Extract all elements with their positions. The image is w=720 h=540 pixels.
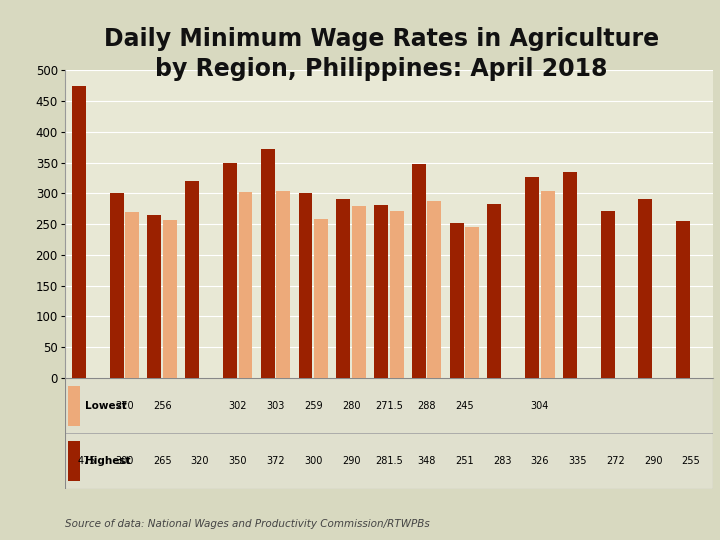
Text: 372: 372 xyxy=(266,456,285,466)
Text: 283: 283 xyxy=(493,456,511,466)
Text: 272: 272 xyxy=(606,456,625,466)
Text: Source of data: National Wages and Productivity Commission/RTWPBs: Source of data: National Wages and Produ… xyxy=(65,519,430,529)
Text: 303: 303 xyxy=(266,401,284,411)
Bar xyxy=(125,212,139,378)
Text: 256: 256 xyxy=(153,401,171,411)
Text: 255: 255 xyxy=(682,456,701,466)
Text: 271.5: 271.5 xyxy=(375,401,402,411)
Bar xyxy=(352,206,366,378)
Text: 475: 475 xyxy=(77,456,96,466)
Text: 265: 265 xyxy=(153,456,171,466)
Bar xyxy=(465,227,479,378)
Bar xyxy=(639,199,652,378)
Bar xyxy=(68,386,80,426)
Text: 270: 270 xyxy=(115,401,134,411)
Bar xyxy=(185,181,199,378)
Text: 350: 350 xyxy=(228,456,247,466)
Bar xyxy=(314,219,328,378)
Bar xyxy=(676,221,690,378)
Bar xyxy=(525,177,539,378)
Bar xyxy=(72,85,86,378)
Bar xyxy=(336,199,350,378)
Bar xyxy=(412,164,426,378)
Text: 280: 280 xyxy=(342,401,360,411)
Bar xyxy=(109,193,124,378)
Bar xyxy=(390,211,403,378)
Text: Highest: Highest xyxy=(85,456,130,466)
Bar xyxy=(449,224,464,378)
Bar xyxy=(148,215,161,378)
Bar xyxy=(261,149,275,378)
Text: 290: 290 xyxy=(644,456,662,466)
Text: 288: 288 xyxy=(418,401,436,411)
Bar xyxy=(541,191,554,378)
Text: Daily Minimum Wage Rates in Agriculture
by Region, Philippines: April 2018: Daily Minimum Wage Rates in Agriculture … xyxy=(104,27,660,80)
Bar xyxy=(374,205,388,378)
Bar xyxy=(600,211,615,378)
Text: 259: 259 xyxy=(304,401,323,411)
Text: 245: 245 xyxy=(455,401,474,411)
Text: 300: 300 xyxy=(115,456,134,466)
Bar xyxy=(68,441,80,481)
Bar xyxy=(238,192,253,378)
Text: 335: 335 xyxy=(568,456,587,466)
Bar xyxy=(428,201,441,378)
Bar xyxy=(487,204,501,378)
Bar xyxy=(299,193,312,378)
Text: 281.5: 281.5 xyxy=(375,456,402,466)
Bar xyxy=(65,433,713,489)
Text: 320: 320 xyxy=(191,456,210,466)
Text: 348: 348 xyxy=(418,456,436,466)
Text: Lowest: Lowest xyxy=(85,401,127,411)
Bar xyxy=(223,163,237,378)
Text: 326: 326 xyxy=(531,456,549,466)
Bar xyxy=(163,220,177,378)
Text: 251: 251 xyxy=(455,456,474,466)
Text: 304: 304 xyxy=(531,401,549,411)
Bar xyxy=(65,378,713,433)
Text: 302: 302 xyxy=(228,401,247,411)
Bar xyxy=(276,192,290,378)
Text: 290: 290 xyxy=(342,456,360,466)
Text: 300: 300 xyxy=(304,456,323,466)
Bar xyxy=(563,172,577,378)
